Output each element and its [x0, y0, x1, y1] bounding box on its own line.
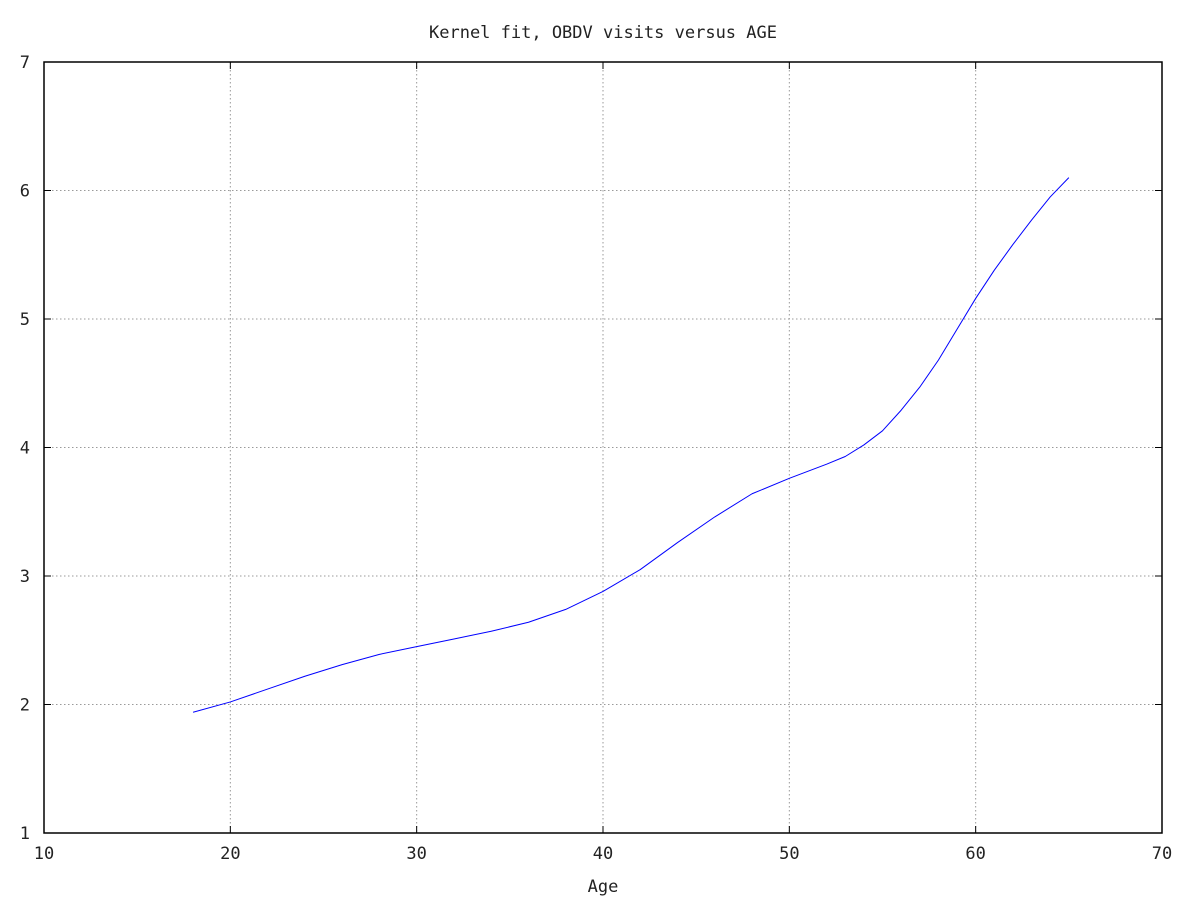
x-axis-label: Age	[588, 877, 619, 897]
x-tick-label: 40	[593, 844, 613, 864]
y-tick-label: 4	[20, 439, 30, 459]
x-tick-label: 70	[1152, 844, 1172, 864]
y-tick-label: 5	[20, 310, 30, 330]
x-tick-label: 30	[406, 844, 426, 864]
y-tick-label: 7	[20, 53, 30, 73]
x-tick-label: 50	[779, 844, 799, 864]
y-tick-label: 6	[20, 182, 30, 202]
kernel-fit-line	[192, 177, 1070, 713]
axis-ticks: 10 20 30 40 50 60 70 1 2 3 4 5 6 7	[20, 53, 1172, 864]
series-layer	[192, 177, 1070, 713]
chart-title: Kernel fit, OBDV visits versus AGE	[429, 23, 777, 43]
x-tick-label: 20	[220, 844, 240, 864]
y-tick-label: 2	[20, 696, 30, 716]
y-tick-label: 1	[20, 824, 30, 844]
x-tick-label: 60	[965, 844, 985, 864]
x-tick-label: 10	[34, 844, 54, 864]
gridlines	[44, 62, 1162, 833]
y-tick-label: 3	[20, 567, 30, 587]
